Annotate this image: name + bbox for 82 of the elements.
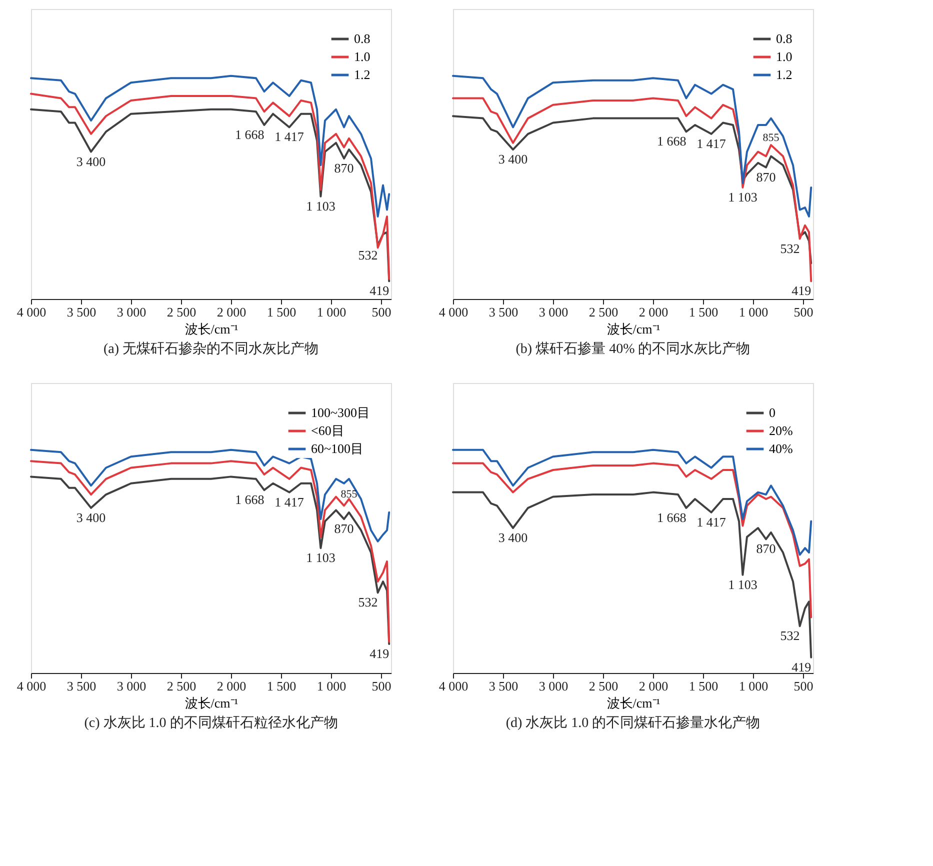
annotation: 1 668: [234, 127, 264, 142]
x-tick-label: 3 500: [66, 678, 96, 694]
legend-label: 1.0: [776, 49, 792, 64]
x-tick-label: 2 500: [588, 304, 618, 320]
legend-label: 0.8: [776, 31, 792, 46]
x-tick-label: 3 000: [116, 304, 146, 320]
x-axis-title: 波长/cm⁻¹: [606, 696, 660, 710]
annotation: 532: [780, 628, 800, 644]
annotation: 419: [370, 646, 390, 661]
x-tick-label: 2 500: [588, 678, 618, 694]
legend-label: 1.2: [776, 67, 792, 82]
x-tick-label: 2 000: [638, 678, 668, 694]
x-tick-label: 1 000: [738, 678, 768, 694]
annotation: 1 417: [274, 129, 304, 144]
annotation: 1 668: [656, 510, 686, 525]
x-tick-label: 1 000: [738, 304, 768, 320]
annotation: 1 103: [728, 189, 758, 204]
annotation: 1 417: [274, 494, 304, 510]
x-tick-label: 3 500: [488, 304, 518, 320]
x-tick-label: 1 500: [266, 304, 296, 320]
text: (d) 水灰比 1.0 的不同煤矸石掺量水化产物: [506, 715, 760, 731]
x-tick-label: 1 000: [316, 678, 346, 694]
annotation: 870: [756, 541, 776, 556]
text: (c) 水灰比 1.0 的不同煤矸石粒径水化产物: [84, 715, 338, 731]
x-tick-label: 2 500: [166, 678, 196, 694]
annotation: 3 400: [76, 510, 106, 525]
legend-label: 0: [769, 405, 776, 420]
x-tick-label: 2 500: [166, 304, 196, 320]
annotation: 3 400: [76, 154, 106, 169]
x-tick-label: 500: [372, 304, 392, 320]
x-tick-label: 2 000: [216, 304, 246, 320]
annotation: 870: [756, 169, 776, 184]
annotation: 855: [340, 488, 358, 500]
x-tick-label: 2 000: [216, 678, 246, 694]
x-tick-label: 3 000: [538, 304, 568, 320]
legend-label: 20%: [769, 423, 793, 438]
x-tick-label: 3 500: [66, 304, 96, 320]
x-tick-label: 4 000: [438, 304, 468, 320]
x-tick-label: 4 000: [16, 678, 46, 694]
x-tick-label: 500: [794, 678, 814, 694]
x-tick-label: 4 000: [16, 304, 46, 320]
x-tick-label: 1 500: [266, 678, 296, 694]
text: (b) 煤矸石掺量 40% 的不同水灰比产物: [516, 341, 750, 357]
text: (a) 无煤矸石掺杂的不同水灰比产物: [103, 341, 319, 357]
x-axis-title: 波长/cm⁻¹: [184, 696, 238, 710]
annotation: 3 400: [498, 152, 528, 167]
legend-label: 60~100目: [311, 441, 364, 456]
legend-label: 0.8: [354, 31, 370, 46]
legend-label: 1.2: [354, 67, 370, 82]
x-tick-label: 3 000: [538, 678, 568, 694]
legend-label: 100~300目: [311, 405, 370, 420]
annotation: 1 668: [656, 134, 686, 149]
annotation: 419: [792, 659, 812, 674]
annotation: 1 668: [234, 492, 264, 508]
annotation: 532: [358, 247, 378, 262]
annotation: 532: [780, 240, 800, 256]
annotation: 3 400: [498, 530, 528, 545]
x-tick-label: 1 500: [688, 678, 718, 694]
annotation: 1 417: [696, 136, 726, 151]
x-tick-label: 500: [372, 678, 392, 694]
annotation: 870: [334, 521, 354, 536]
annotation: 419: [370, 283, 390, 298]
x-axis-title: 波长/cm⁻¹: [606, 322, 660, 336]
annotation: 870: [334, 160, 354, 176]
x-tick-label: 500: [794, 304, 814, 320]
x-tick-label: 4 000: [438, 678, 468, 694]
annotation: 1 417: [696, 514, 726, 530]
legend-label: 1.0: [354, 49, 370, 64]
annotation: 1 103: [306, 550, 336, 566]
annotation: 532: [358, 594, 378, 610]
annotation: 1 103: [728, 576, 758, 592]
x-tick-label: 3 000: [116, 678, 146, 694]
x-tick-label: 2 000: [638, 304, 668, 320]
annotation: 1 103: [306, 198, 336, 214]
x-tick-label: 3 500: [488, 678, 518, 694]
legend-label: 40%: [769, 441, 793, 456]
x-tick-label: 1 500: [688, 304, 718, 320]
x-tick-label: 1 000: [316, 304, 346, 320]
annotation: 419: [792, 283, 812, 298]
legend-label: <60目: [311, 423, 344, 438]
x-axis-title: 波长/cm⁻¹: [184, 322, 238, 336]
annotation: 855: [762, 132, 780, 144]
